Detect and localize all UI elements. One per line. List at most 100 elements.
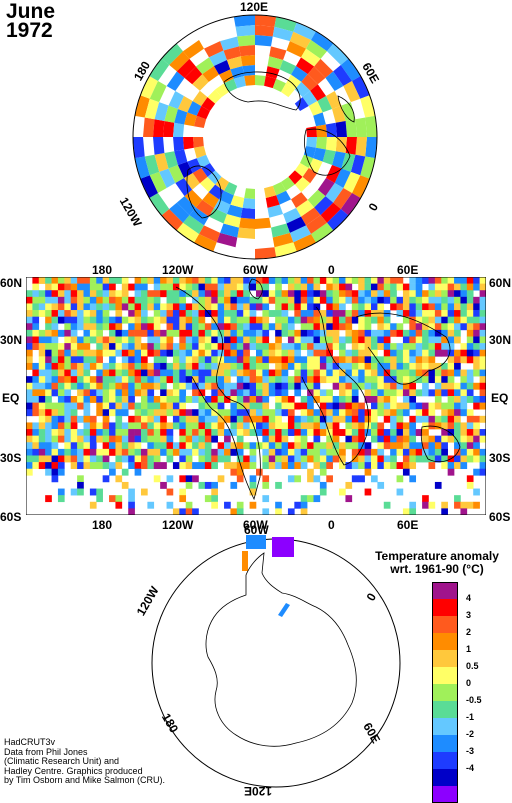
anomaly-cell [415,455,423,463]
anomaly-cell [70,336,78,344]
anomaly-cell [184,66,203,85]
anomaly-cell [409,277,417,284]
anomaly-cell [243,323,250,331]
anomaly-cell [351,356,359,364]
anomaly-cell [281,382,289,390]
anomaly-cell [281,296,289,304]
anomaly-cell [109,389,116,397]
anomaly-cell [402,316,410,324]
anomaly-cell [300,336,308,344]
anomaly-cell [32,277,40,284]
anomaly-cell [402,369,410,377]
anomaly-cell [325,183,344,203]
anomaly-cell [434,323,442,331]
anomaly-cell [109,409,116,417]
anomaly-cell [268,429,276,436]
anomaly-cell [454,303,461,311]
anomaly-cell [179,508,187,515]
anomaly-cell [153,435,161,443]
anomaly-cell [83,389,91,397]
anomaly-cell [466,336,474,344]
anomaly-cell [224,290,231,298]
anomaly-cell [166,310,174,317]
anomaly-cell [466,475,474,483]
anomaly-cell [121,389,129,397]
anomaly-cell [89,462,97,470]
anomaly-cell [447,369,455,377]
anomaly-cell [281,329,289,337]
anomaly-cell [70,329,78,337]
anomaly-cell [128,455,135,463]
anomaly-cell [409,329,417,337]
anomaly-cell [32,323,40,331]
anomaly-cell [390,362,397,370]
anomaly-cell [351,290,359,298]
anomaly-cell [77,435,84,443]
anomaly-cell [243,303,250,311]
ytick-right-60s: 60S [489,510,511,524]
anomaly-cell [262,283,270,291]
anomaly-cell [466,356,474,364]
anomaly-cell [121,429,129,436]
anomaly-cell [256,303,263,311]
anomaly-cell [300,448,308,456]
anomaly-cell [447,468,455,476]
anomaly-cell [262,389,270,397]
anomaly-cell [198,277,206,284]
anomaly-cell [121,277,129,284]
anomaly-cell [83,277,91,284]
anomaly-cell [396,429,404,436]
anomaly-cell [479,382,486,390]
anomaly-cell [434,362,442,370]
anomaly-cell [141,389,148,397]
anomaly-cell [268,442,276,450]
anomaly-cell [281,462,289,470]
anomaly-cell [77,316,84,324]
anomaly-cell [422,376,429,384]
anomaly-cell [402,310,410,317]
anomaly-cell [185,501,193,509]
anomaly-cell [198,336,206,344]
anomaly-cell [166,475,174,483]
anomaly-cell [160,277,167,284]
anomaly-cell [153,296,161,304]
anomaly-cell [364,442,372,450]
anomaly-cell [339,277,346,284]
anomaly-cell [364,389,372,397]
anomaly-cell [211,488,218,496]
anomaly-cell [179,323,187,331]
anomaly-cell [268,290,276,298]
anomaly-cell [268,369,276,377]
anomaly-cell [383,442,391,450]
anomaly-cell [332,283,340,291]
anomaly-cell [339,429,346,436]
anomaly-cell [326,310,333,317]
anomaly-cell [179,475,187,483]
anomaly-cell [441,429,448,436]
anomaly-cell [96,409,103,417]
anomaly-cell [294,283,302,291]
anomaly-cell [102,283,110,291]
anomaly-cell [313,290,321,298]
anomaly-cell [172,402,180,410]
anomaly-cell [179,349,187,357]
anomaly-cell [26,429,33,436]
anomaly-cell [307,329,314,337]
anomaly-cell [249,316,257,324]
anomaly-cell [307,362,314,370]
anomaly-cell [358,462,365,470]
anomaly-cell [265,66,280,79]
anomaly-cell [134,283,142,291]
anomaly-cell [217,290,225,298]
anomaly-cell [89,448,97,456]
anomaly-cell [262,336,270,344]
anomaly-cell [473,422,480,430]
anomaly-cell [262,310,270,317]
anomaly-cell [434,277,442,284]
anomaly-cell [275,336,282,344]
xtick-top-60e: 60E [397,263,419,277]
anomaly-cell [121,316,129,324]
anomaly-cell [64,389,72,397]
credit-line: by Tim Osborn and Mike Salmon (CRU). [4,775,166,785]
anomaly-cell [96,369,103,377]
